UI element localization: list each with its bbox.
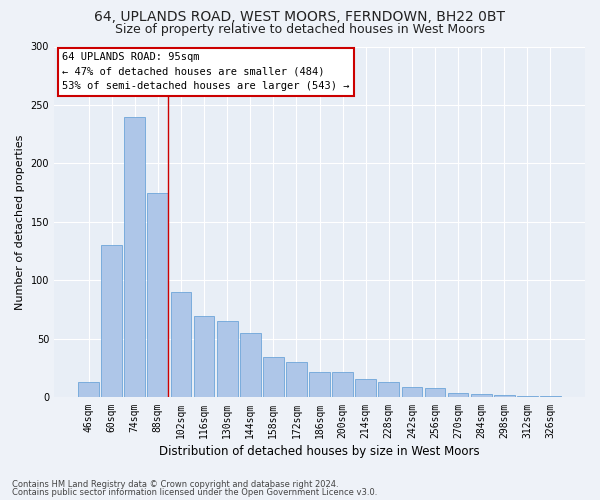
Text: 64 UPLANDS ROAD: 95sqm
← 47% of detached houses are smaller (484)
53% of semi-de: 64 UPLANDS ROAD: 95sqm ← 47% of detached… bbox=[62, 52, 350, 92]
Bar bbox=[286, 362, 307, 398]
Text: Size of property relative to detached houses in West Moors: Size of property relative to detached ho… bbox=[115, 22, 485, 36]
Bar bbox=[309, 372, 330, 398]
Bar bbox=[263, 356, 284, 398]
Bar bbox=[78, 382, 99, 398]
Bar bbox=[148, 192, 168, 398]
Bar bbox=[540, 396, 561, 398]
Text: Contains public sector information licensed under the Open Government Licence v3: Contains public sector information licen… bbox=[12, 488, 377, 497]
Bar bbox=[517, 396, 538, 398]
Bar bbox=[379, 382, 399, 398]
Bar bbox=[401, 387, 422, 398]
Bar bbox=[101, 246, 122, 398]
Bar bbox=[355, 378, 376, 398]
Bar bbox=[448, 393, 469, 398]
Bar bbox=[170, 292, 191, 398]
Bar bbox=[425, 388, 445, 398]
Bar bbox=[494, 395, 515, 398]
X-axis label: Distribution of detached houses by size in West Moors: Distribution of detached houses by size … bbox=[159, 444, 480, 458]
Bar bbox=[471, 394, 491, 398]
Bar bbox=[124, 116, 145, 398]
Y-axis label: Number of detached properties: Number of detached properties bbox=[15, 134, 25, 310]
Text: Contains HM Land Registry data © Crown copyright and database right 2024.: Contains HM Land Registry data © Crown c… bbox=[12, 480, 338, 489]
Bar bbox=[217, 322, 238, 398]
Bar bbox=[194, 316, 214, 398]
Bar bbox=[332, 372, 353, 398]
Text: 64, UPLANDS ROAD, WEST MOORS, FERNDOWN, BH22 0BT: 64, UPLANDS ROAD, WEST MOORS, FERNDOWN, … bbox=[95, 10, 505, 24]
Bar bbox=[240, 333, 260, 398]
